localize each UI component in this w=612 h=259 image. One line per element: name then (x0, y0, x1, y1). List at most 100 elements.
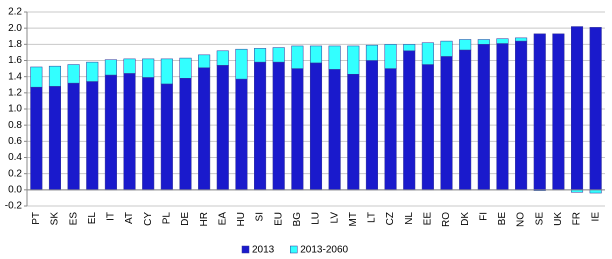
bar (86, 81, 99, 191)
bar (142, 77, 155, 191)
bar (477, 39, 490, 45)
y-tick-label: 1.6 (8, 55, 22, 66)
y-tick-label: 1.0 (8, 104, 22, 115)
bar (179, 57, 192, 79)
bar (515, 40, 528, 191)
bar (365, 44, 378, 61)
x-tick-label: AT (124, 212, 135, 224)
x-tick-label: LT (367, 212, 378, 223)
bar (496, 43, 509, 191)
bar (104, 59, 117, 76)
x-tick-label: EL (87, 212, 98, 225)
x-tick-label: HU (236, 212, 247, 226)
bar (328, 45, 341, 70)
bar (459, 39, 472, 51)
x-tick-label: ES (68, 212, 79, 226)
x-tick-label: SK (50, 212, 61, 226)
x-tick-label: DK (460, 212, 471, 226)
x-tick-label: MT (348, 212, 359, 226)
y-tick-label: 0.2 (8, 168, 22, 179)
bar (589, 27, 602, 191)
x-tick-label: SE (534, 212, 545, 226)
x-tick-label: EU (273, 212, 284, 226)
bar (365, 60, 378, 191)
x-tick-label: LU (311, 212, 322, 225)
bar (198, 67, 211, 191)
x-tick-label: DE (180, 212, 191, 226)
x-tick-label: RO (441, 212, 452, 227)
x-tick-label: LV (329, 212, 340, 224)
bar (272, 47, 285, 63)
x-tick-label: HR (199, 212, 210, 226)
y-tick-label: -0.2 (5, 201, 23, 212)
bar (30, 86, 43, 191)
bar (198, 54, 211, 69)
bar (48, 86, 61, 191)
x-tick-label: BG (292, 212, 303, 227)
x-tick-label: EE (423, 212, 434, 226)
bar (67, 82, 80, 191)
bar (291, 45, 304, 69)
bar (552, 33, 565, 191)
bar (477, 44, 490, 191)
bar (309, 45, 323, 64)
y-tick-label: 2.0 (8, 23, 22, 34)
y-tick-label: 1.2 (8, 87, 22, 98)
bar (254, 61, 267, 191)
bar (160, 58, 173, 85)
bar (384, 44, 397, 69)
x-tick-label: CZ (385, 212, 396, 225)
legend-label: 2013 (252, 245, 275, 256)
y-tick-label: 0.6 (8, 136, 22, 147)
bar (403, 50, 416, 191)
bar (533, 33, 546, 191)
x-tick-label: FR (572, 212, 583, 225)
bar (496, 38, 509, 44)
bar (440, 56, 453, 191)
x-tick-label: IE (590, 212, 601, 222)
bar (104, 74, 117, 191)
x-tick-label: BE (497, 212, 508, 226)
y-tick-label: 1.8 (8, 39, 22, 50)
bar (347, 73, 360, 191)
bar (48, 65, 61, 87)
bar (160, 83, 173, 191)
bar (515, 37, 528, 42)
bar (216, 65, 229, 191)
y-tick-label: 1.4 (8, 71, 22, 82)
bar (30, 66, 43, 88)
legend-swatch (290, 245, 298, 254)
x-tick-label: UK (553, 212, 564, 226)
x-tick-label: PT (31, 212, 42, 225)
bar (235, 48, 248, 80)
bar (440, 40, 453, 57)
legend-label: 2013-2060 (300, 245, 348, 256)
x-tick-label: IT (106, 212, 117, 221)
x-tick-label: SI (255, 212, 266, 221)
bar (272, 61, 285, 191)
x-tick-label: NO (516, 212, 527, 227)
bar (328, 69, 341, 191)
bar (123, 58, 136, 74)
bar (254, 48, 267, 63)
bar (123, 73, 136, 191)
y-tick-label: 0.8 (8, 120, 22, 131)
bar (309, 62, 323, 191)
bar (421, 64, 434, 191)
bar (384, 68, 397, 191)
y-tick-label: 0.0 (8, 184, 22, 195)
x-tick-label: PL (161, 212, 172, 225)
bar (459, 49, 472, 191)
x-tick-label: CY (143, 212, 154, 226)
x-tick-label: EA (217, 212, 228, 226)
bar (403, 44, 416, 52)
x-tick-label: NL (404, 212, 415, 225)
bar (235, 78, 248, 191)
bar (347, 45, 360, 75)
bar (216, 50, 229, 66)
bar (571, 26, 584, 191)
legend-swatch (241, 245, 250, 254)
bar (421, 42, 434, 65)
bar (179, 78, 192, 191)
